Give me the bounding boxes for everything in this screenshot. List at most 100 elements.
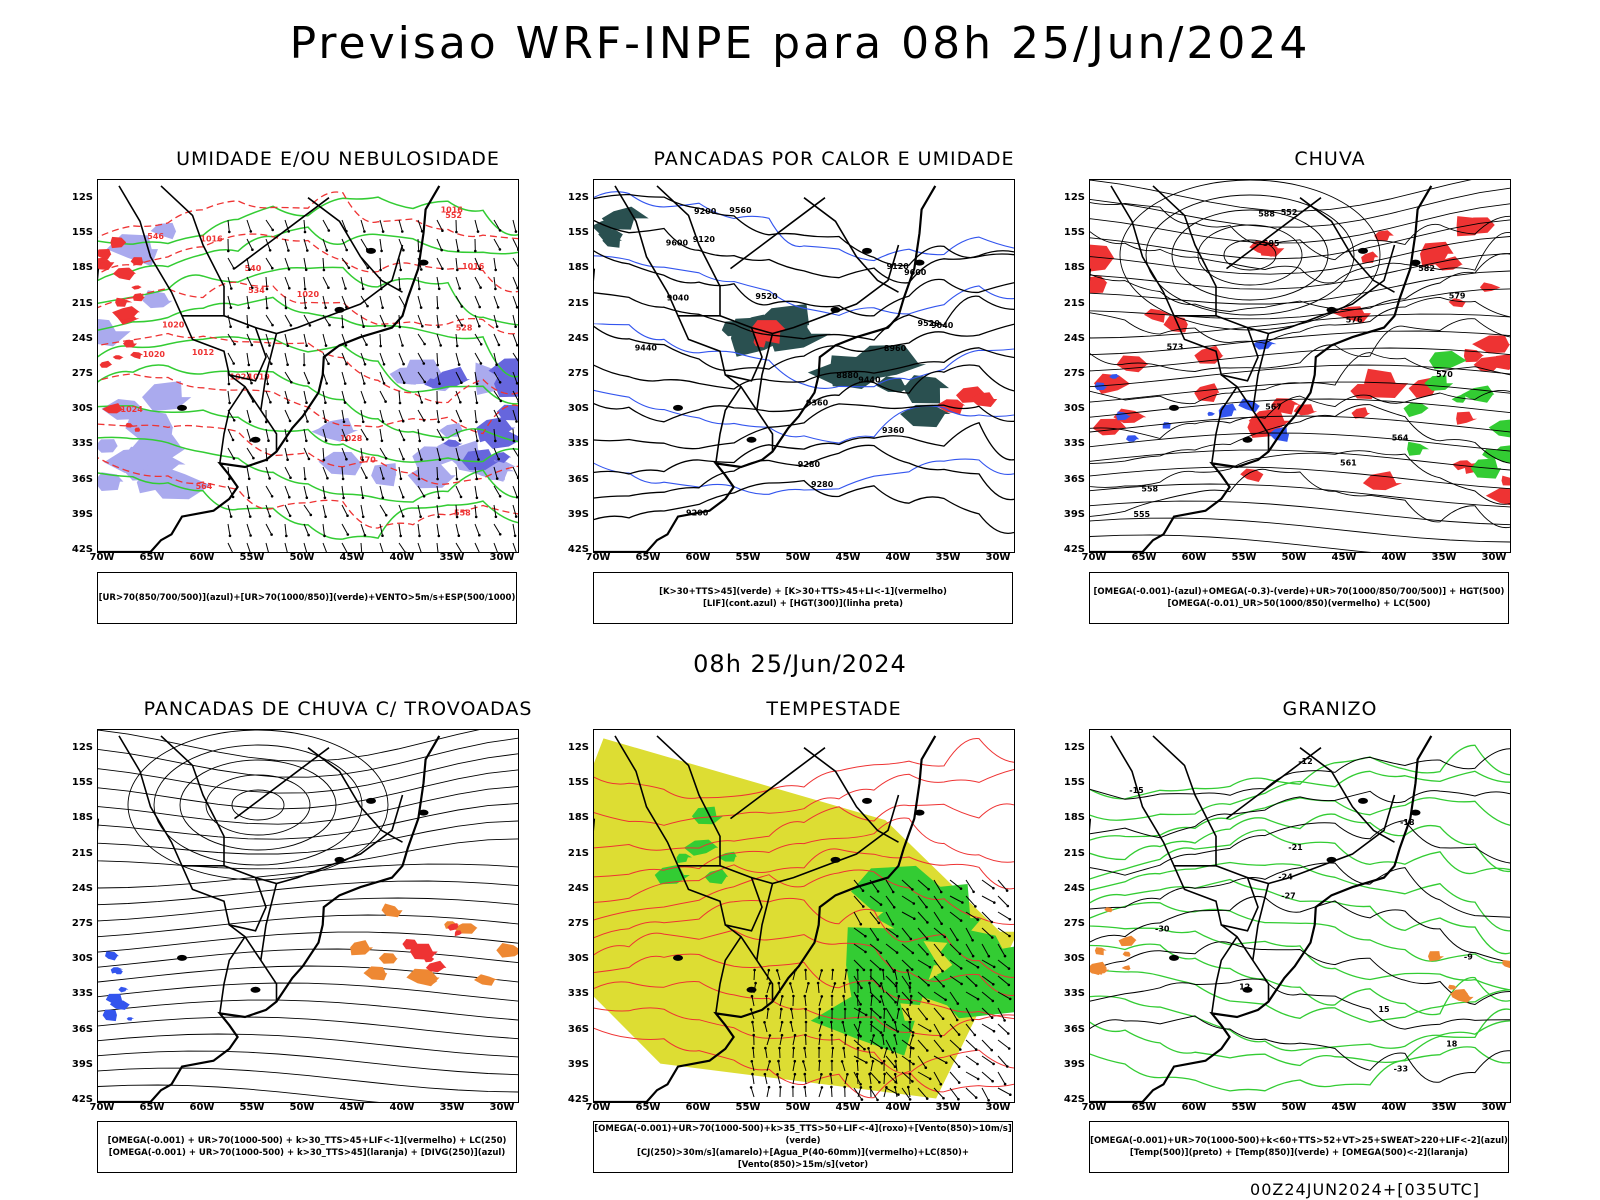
lon-tick-label: 45W [339,552,365,563]
lon-tick-label: 60W [1181,1102,1207,1113]
lat-tick-label: 39S [71,508,93,520]
map-plot-rain: 588 585 582 579 576 573 570 567 564 561 558 555 552 [1090,180,1510,552]
map-humidity: 1016 1016 1016 1020 1020 1020 1024 1024 1028 570 5… [97,179,519,553]
lat-tick-label: 12S [1063,742,1085,753]
map-hail: -12 -15 -18 -21 -24 -27 -30 -9 12 15 18 -33 [1089,729,1511,1103]
contour-label: 9040 [931,321,954,330]
lat-tick-label: 39S [71,1058,93,1070]
lat-tick-label: 42S [567,1094,589,1105]
lat-tick-label: 33S [71,438,93,450]
lon-tick-label: 30W [489,1102,515,1113]
contour-label: 534 [248,286,265,295]
legend-line: [LIF](cont.azul) + [HGT(300)](linha pret… [702,599,904,609]
map-plot-storm [594,735,1014,1102]
lat-tick-label: 36S [1063,473,1085,485]
lon-tick-label: 50W [289,552,315,563]
legend-hail: [OMEGA(-0.001)+UR>70(1000-500)+k<60+TTS>… [1089,1121,1509,1173]
lon-tick-label: 45W [1331,552,1357,563]
footer-timestamp: 00Z24JUN2024+[035UTC] [1250,1180,1480,1199]
contour-label: 570 [1436,370,1453,379]
lat-tick-label: 39S [1063,508,1085,520]
contour-label: 1016 [462,262,485,271]
lat-tick-label: 39S [1063,1058,1085,1070]
lat-tick-label: 21S [1063,297,1085,309]
map-plot-humidity: 1016101610161020102010201024102410285705… [98,185,518,552]
panel-title-heat-showers: PANCADAS POR CALOR E UMIDADE [653,148,1015,170]
contour-label: 9280 [798,460,821,469]
contour-label: -21 [1288,843,1303,852]
map-plot-thunderstorm [98,730,518,1102]
contour-label: 561 [1340,458,1357,467]
legend-line: [OMEGA(-0.001)+UR>70(1000-500)+k>35_TTS>… [594,1124,1012,1146]
lon-tick-label: 30W [1481,552,1507,563]
contour-label: -30 [1155,925,1170,934]
contour-label: 546 [147,232,164,241]
map-heat-showers: 9560 9600 9600 9520 9520 9440 9440 9360 9360 9280… [593,179,1015,553]
lat-tick-label: 27S [567,368,589,379]
lat-tick-label: 12S [567,192,589,203]
lon-tick-label: 30W [1481,1102,1507,1113]
lon-tick-label: 65W [1131,552,1157,563]
contour-label: 9120 [887,262,910,271]
lat-tick-label: 18S [1063,262,1085,274]
lon-tick-label: 55W [1231,552,1257,563]
lon-tick-label: 60W [1181,552,1207,563]
contour-label: -9 [1464,953,1473,962]
contour-label: 9360 [882,426,905,435]
lat-tick-label: 24S [71,332,93,344]
lat-tick-label: 36S [1063,1023,1085,1035]
lat-tick-label: 24S [1063,332,1085,344]
legend-line: [OMEGA(-0.01)_UR>50(1000/850)(vermelho) … [1167,599,1431,609]
lat-tick-label: 27S [567,918,589,929]
legend-line: [K>30+TTS>45](verde) + [K>30+TTS>45+LI<-… [659,587,947,597]
lon-tick-label: 65W [1131,1102,1157,1113]
lat-tick-label: 24S [567,882,589,894]
lat-tick-label: 18S [71,812,93,824]
map-thunderstorm [97,729,519,1103]
lat-tick-label: 36S [567,473,589,485]
lon-tick-label: 45W [339,1102,365,1113]
lat-tick-label: 33S [71,988,93,1000]
contour-label: 564 [1392,434,1409,443]
contour-label: 12 [1239,983,1250,992]
lat-tick-label: 30S [71,953,93,965]
lat-tick-label: 18S [1063,812,1085,824]
lon-tick-label: 35W [935,552,961,563]
contour-label: -12 [1298,757,1312,766]
lon-tick-label: 70W [1081,1102,1107,1113]
contour-label: 9360 [806,399,829,408]
lat-tick-label: 24S [567,332,589,344]
lon-tick-label: 60W [189,1102,215,1113]
lat-tick-label: 27S [71,918,93,929]
legend-heat-showers: [K>30+TTS>45](verde) + [K>30+TTS>45+LI<-… [593,572,1013,624]
contour-label: 540 [245,264,262,273]
contour-label: 576 [1346,315,1363,324]
lon-tick-label: 55W [239,1102,265,1113]
lat-tick-label: 30S [1063,953,1085,965]
lat-tick-label: 27S [71,368,93,379]
contour-label: 528 [456,323,473,332]
contour-label: 8960 [884,344,907,353]
contour-label: 558 [1141,484,1158,493]
lat-tick-label: 30S [71,403,93,415]
lat-tick-label: 21S [1063,847,1085,859]
contour-label: 1020 [143,350,166,359]
lon-tick-label: 35W [1431,1102,1457,1113]
contour-label: 9600 [904,268,927,277]
lon-tick-label: 50W [785,552,811,563]
panel-title-thunderstorm: PANCADAS DE CHUVA C/ TROVOADAS [143,698,533,720]
contour-label: 18 [1446,1039,1458,1048]
lat-tick-label: 42S [71,1094,93,1105]
lat-tick-label: 33S [1063,438,1085,450]
lon-tick-label: 40W [389,1102,415,1113]
map-storm [593,729,1015,1103]
lat-tick-label: 15S [71,227,93,239]
lat-tick-label: 18S [567,262,589,274]
lat-tick-label: 27S [1063,918,1085,929]
lon-tick-label: 40W [885,552,911,563]
lat-tick-label: 15S [1063,777,1085,789]
lon-tick-label: 45W [1331,1102,1357,1113]
map-plot-heat-showers: 9560 9600 9600 9520 9520 9440 9440 9360 9360 9280… [594,185,1014,552]
contour-label: 552 [445,211,462,220]
lon-tick-label: 50W [1281,552,1307,563]
